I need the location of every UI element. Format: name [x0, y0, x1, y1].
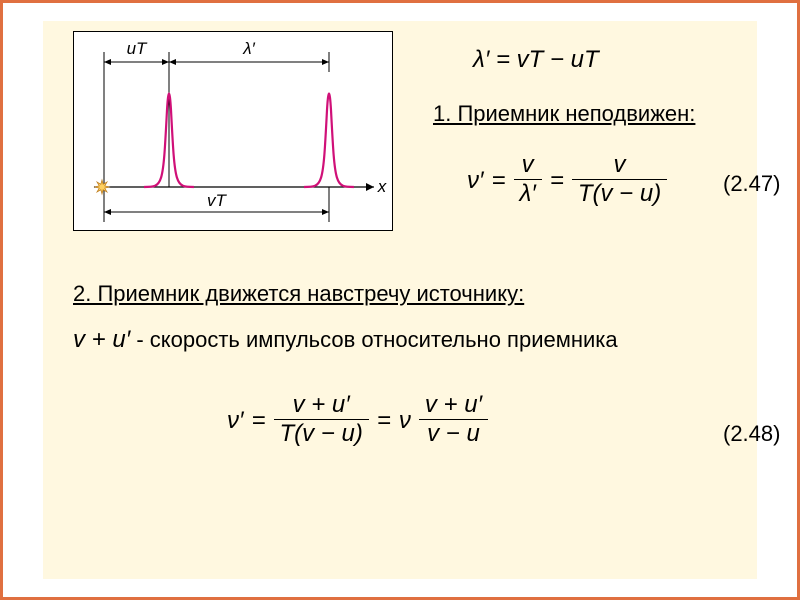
- pulse-diagram: uT λ′ vT x: [73, 31, 393, 231]
- equation-lambda-prime: λ′ = vT − uT: [473, 46, 599, 74]
- eq248-fraction-2: v + u′ v − u: [419, 391, 488, 450]
- relative-speed-text: - скорость импульсов относительно приемн…: [136, 327, 617, 352]
- svg-text:x: x: [377, 177, 387, 196]
- svg-text:vT: vT: [207, 191, 228, 210]
- heading-case-2: 2. Приемник движется навстречу источнику…: [73, 281, 524, 307]
- heading-case-1: 1. Приемник неподвижен:: [433, 101, 695, 127]
- slide-content: uT λ′ vT x λ′ = vT − uT 1. Приемник неподви…: [43, 21, 757, 579]
- eq247-lhs: ν′: [467, 167, 484, 195]
- equation-number-2-48: (2.48): [723, 421, 780, 447]
- equation-2-48: ν′ = v + u′ T(v − u) = ν v + u′ v − u: [223, 391, 492, 450]
- eq248-mid-nu: ν: [399, 407, 411, 435]
- slide-frame: uT λ′ vT x λ′ = vT − uT 1. Приемник неподви…: [0, 0, 800, 600]
- eq248-fraction-1: v + u′ T(v − u): [274, 391, 369, 450]
- svg-text:λ′: λ′: [242, 39, 255, 58]
- v-plus-u-prime: v + u′: [73, 326, 130, 353]
- eq247-fraction-2: v T(v − u): [572, 151, 667, 210]
- equation-number-2-47: (2.47): [723, 171, 780, 197]
- equation-2-47: ν′ = v λ′ = v T(v − u): [463, 151, 671, 210]
- eq248-lhs: ν′: [227, 407, 244, 435]
- svg-text:uT: uT: [127, 39, 148, 58]
- relative-speed-line: v + u′ - скорость импульсов относительно…: [73, 326, 618, 354]
- diagram-svg: uT λ′ vT x: [74, 32, 394, 232]
- eq247-fraction-1: v λ′: [514, 151, 542, 210]
